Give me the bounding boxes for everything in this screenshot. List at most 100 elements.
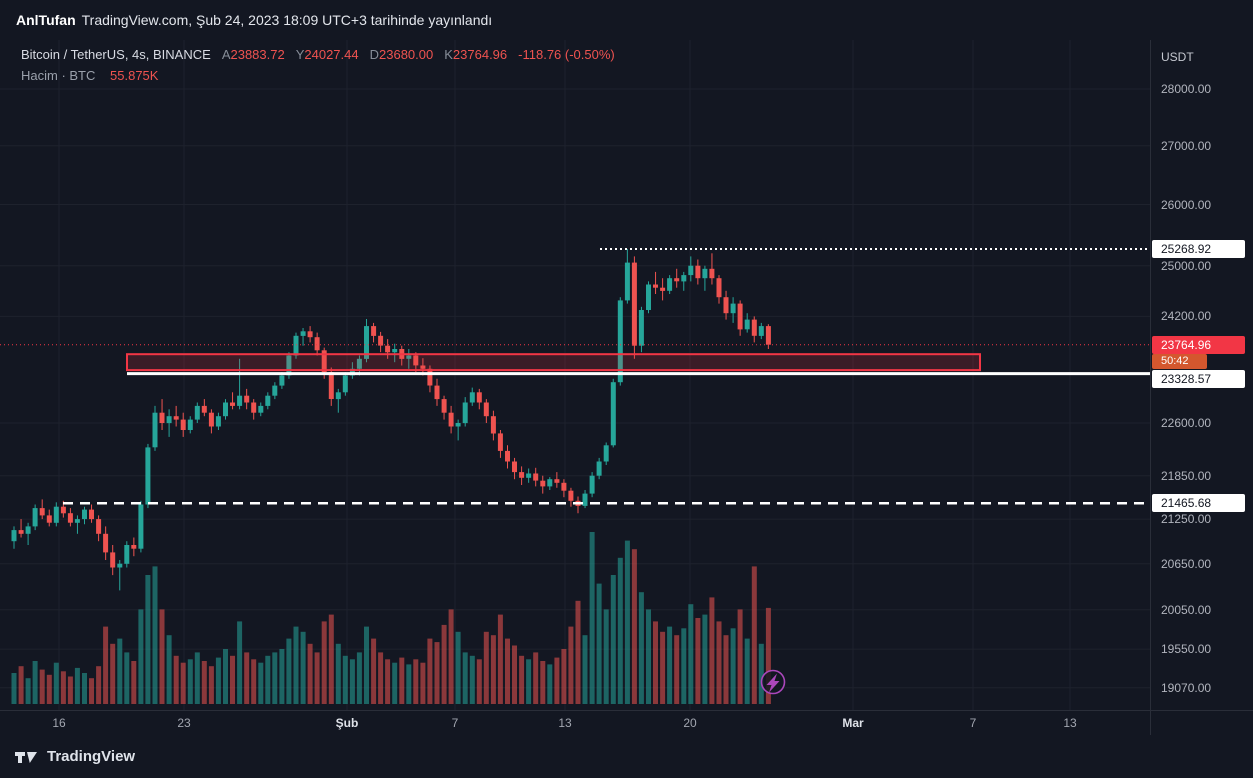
- candle-body: [455, 423, 461, 427]
- volume-bar: [497, 614, 503, 704]
- time-tick-label: 23: [177, 716, 191, 730]
- volume-bar: [462, 652, 468, 704]
- volume-bar: [631, 549, 637, 704]
- candle-body: [60, 506, 66, 514]
- candle-body: [427, 368, 433, 386]
- ohlc-pair: K23764.96: [444, 47, 507, 62]
- volume-bar: [688, 604, 694, 704]
- high-level-label: 25268.92: [1152, 240, 1245, 258]
- volume-bar: [201, 661, 207, 704]
- tradingview-logo[interactable]: [14, 745, 38, 769]
- time-tick-label: 7: [969, 716, 977, 730]
- volume-bar: [159, 609, 165, 704]
- price-tick-label: 19070.00: [1161, 680, 1212, 695]
- candle-body: [152, 412, 158, 448]
- time-tick-label: 16: [52, 716, 66, 730]
- volume-bar: [646, 609, 651, 704]
- volume-bar: [596, 583, 602, 704]
- ohlc-value: 24027.44: [304, 47, 359, 62]
- volume-label[interactable]: Hacim · BTC: [21, 68, 96, 83]
- volume-bar: [237, 621, 243, 704]
- price-tick-label: 24200.00: [1161, 309, 1212, 324]
- candle-body: [674, 278, 680, 282]
- candle-body: [653, 284, 658, 288]
- volume-bar: [589, 532, 595, 704]
- candle-body: [765, 326, 771, 345]
- candle-body: [39, 508, 45, 516]
- candle-body: [279, 375, 285, 386]
- chart-canvas[interactable]: [0, 0, 1253, 735]
- volume-bar: [505, 638, 510, 704]
- volume-bar: [293, 626, 299, 704]
- volume-bar: [413, 659, 419, 704]
- ohlc-key: K: [444, 47, 453, 62]
- price-tick-label: 20050.00: [1161, 602, 1212, 617]
- volume-bar: [328, 614, 334, 704]
- candle-body: [406, 355, 412, 359]
- volume-bar: [653, 621, 658, 704]
- candle-body: [526, 473, 532, 478]
- candle-body: [32, 508, 38, 527]
- price-tick-label: 26000.00: [1161, 197, 1212, 212]
- volume-bar: [208, 666, 214, 704]
- candle-body: [385, 345, 391, 353]
- time-tick-label: 20: [683, 716, 697, 730]
- volume-row: Hacim · BTC 55.875K: [21, 65, 615, 86]
- price-tick-label: 21850.00: [1161, 468, 1212, 483]
- candle-body: [490, 416, 496, 434]
- volume-bar: [427, 638, 433, 704]
- candle-body: [667, 278, 673, 291]
- candle-body: [497, 433, 503, 451]
- volume-bar: [455, 631, 461, 704]
- volume-bar: [230, 655, 235, 704]
- candle-body: [392, 349, 398, 353]
- separator: ,: [124, 47, 133, 62]
- candle-body: [519, 472, 525, 478]
- volume-bar: [82, 673, 87, 704]
- resistance-zone[interactable]: [126, 353, 981, 372]
- volume-bar: [392, 662, 398, 704]
- ohlc-pair: Y24027.44: [296, 47, 359, 62]
- volume-bar: [512, 645, 517, 704]
- volume-bar: [335, 643, 341, 704]
- brand-name[interactable]: TradingView: [47, 748, 136, 765]
- candle-body: [695, 265, 701, 279]
- volume-bar: [25, 678, 31, 704]
- candle-body: [244, 395, 250, 403]
- candle-body: [364, 326, 369, 359]
- candle-body: [624, 262, 630, 301]
- candle-body: [378, 335, 384, 346]
- candle-body: [547, 479, 553, 487]
- volume-bar: [272, 652, 278, 704]
- candle-body: [582, 493, 588, 506]
- volume-value: 55.875K: [110, 68, 159, 83]
- volume-bar: [89, 678, 94, 704]
- volume-bar: [448, 609, 454, 704]
- volume-bar: [420, 662, 426, 704]
- symbol-name[interactable]: Bitcoin / TetherUS: [21, 47, 125, 62]
- time-tick-label: 13: [558, 716, 572, 730]
- volume-bar: [131, 661, 137, 704]
- price-axis[interactable]: USDT 28000.00 27000.00 26000.00 25000.00 242…: [1150, 40, 1253, 735]
- candle-body: [265, 395, 271, 406]
- volume-bar: [356, 652, 362, 704]
- candle-body: [110, 552, 116, 568]
- candle-body: [11, 530, 17, 542]
- volume-bar: [32, 661, 38, 704]
- volume-bar: [575, 600, 581, 704]
- volume-bar: [385, 659, 391, 704]
- ohlc-pair: D23680.00: [370, 47, 434, 62]
- candle-body: [53, 506, 59, 523]
- time-axis[interactable]: 16 23 Şub 7 13 20 Mar 7 13: [0, 710, 1253, 736]
- candle-body: [681, 275, 687, 282]
- candle-body: [723, 297, 729, 314]
- lightning-bolt-icon: [766, 673, 780, 693]
- candle-body: [483, 402, 489, 417]
- candle-body: [356, 358, 362, 369]
- candle-body: [25, 526, 31, 534]
- volume-bar: [695, 618, 701, 704]
- exchange-label[interactable]: BINANCE: [153, 47, 211, 62]
- volume-bar: [166, 635, 172, 704]
- volume-bar: [307, 643, 313, 704]
- interval-label[interactable]: 4s: [132, 47, 146, 62]
